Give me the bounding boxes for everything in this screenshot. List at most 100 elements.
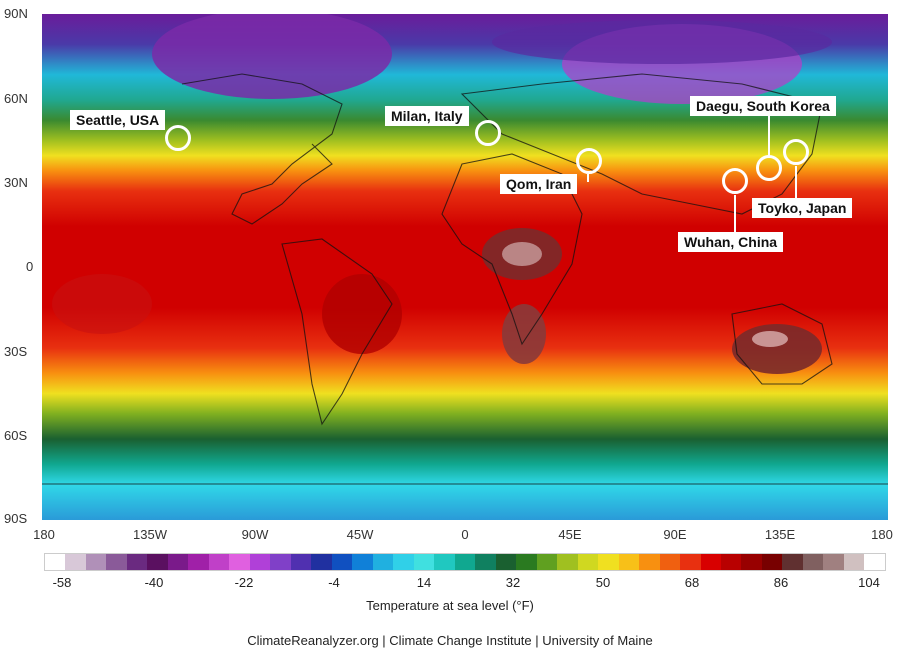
qom-label: Qom, Iran bbox=[500, 174, 578, 194]
wuhan-leader-line bbox=[734, 195, 736, 233]
milan-marker bbox=[475, 120, 501, 146]
colorbar-tick: -58 bbox=[52, 575, 72, 590]
colorbar-swatch bbox=[557, 554, 578, 570]
colorbar-swatch bbox=[372, 554, 394, 570]
north-america-outline bbox=[181, 73, 343, 225]
colorbar-swatch bbox=[864, 554, 885, 570]
australia-hot-region bbox=[732, 324, 822, 374]
lon-label-45w: 45W bbox=[346, 527, 374, 542]
africa-hottest-region bbox=[502, 242, 542, 266]
colorbar-swatch bbox=[331, 554, 353, 570]
colorbar-swatch bbox=[802, 554, 824, 570]
colorbar-swatch bbox=[188, 554, 209, 570]
colorbar-swatch bbox=[208, 554, 230, 570]
south-america-outline bbox=[281, 238, 393, 426]
tokyo-leader-line bbox=[795, 166, 797, 198]
colorbar-tick: 32 bbox=[505, 575, 521, 590]
daegu-label: Daegu, South Korea bbox=[690, 96, 836, 116]
colorbar-swatch bbox=[352, 554, 373, 570]
colorbar-swatch bbox=[577, 554, 599, 570]
colorbar-swatch bbox=[106, 554, 127, 570]
lat-label-30s: 30S bbox=[4, 344, 28, 359]
colorbar-swatch bbox=[249, 554, 271, 570]
colorbar-swatch bbox=[680, 554, 701, 570]
colorbar-swatch bbox=[147, 554, 168, 570]
lon-label-180w: 180 bbox=[33, 527, 55, 542]
south-america-hot-region bbox=[322, 274, 402, 354]
wuhan-marker bbox=[722, 168, 748, 194]
colorbar-swatch bbox=[85, 554, 107, 570]
lon-label-0: 0 bbox=[461, 527, 469, 542]
colorbar-swatch bbox=[659, 554, 681, 570]
colorbar-swatch bbox=[761, 554, 783, 570]
colorbar-tick: -4 bbox=[328, 575, 340, 590]
colorbar-swatch bbox=[270, 554, 291, 570]
wuhan-label: Wuhan, China bbox=[678, 232, 784, 252]
qom-leader-line bbox=[587, 174, 589, 182]
lon-label-135e: 135E bbox=[764, 527, 796, 542]
colorbar-swatch bbox=[167, 554, 189, 570]
daegu-marker bbox=[756, 155, 782, 181]
southern-africa-hot-region bbox=[502, 304, 546, 364]
australia-hottest-region bbox=[752, 331, 788, 347]
colorbar-swatch bbox=[495, 554, 517, 570]
seattle-marker bbox=[165, 125, 191, 151]
colorbar-tick: 50 bbox=[595, 575, 611, 590]
colorbar-swatch bbox=[720, 554, 742, 570]
colorbar-swatch bbox=[741, 554, 762, 570]
tokyo-label: Toyko, Japan bbox=[752, 198, 853, 218]
colorbar-title: Temperature at sea level (°F) bbox=[366, 598, 534, 613]
colorbar-swatch bbox=[598, 554, 619, 570]
colorbar-swatch bbox=[65, 554, 86, 570]
lat-label-60n: 60N bbox=[4, 91, 28, 106]
australia-outline bbox=[731, 303, 833, 385]
colorbar-swatch bbox=[639, 554, 660, 570]
coastlines bbox=[42, 73, 888, 485]
colorbar-swatch bbox=[290, 554, 312, 570]
seattle-label: Seattle, USA bbox=[70, 110, 166, 130]
pacific-warm-region bbox=[52, 274, 152, 334]
lon-label-135w: 135W bbox=[133, 527, 167, 542]
colorbar-tick: 14 bbox=[416, 575, 432, 590]
africa-outline bbox=[441, 153, 583, 346]
colorbar-swatch bbox=[311, 554, 332, 570]
colorbar-swatch bbox=[700, 554, 721, 570]
colorbar-swatch bbox=[454, 554, 476, 570]
colorbar-swatch bbox=[45, 554, 66, 570]
colorbar-swatch bbox=[413, 554, 435, 570]
lat-label-60s: 60S bbox=[4, 428, 28, 443]
colorbar-swatch bbox=[782, 554, 803, 570]
colorbar-swatch bbox=[516, 554, 537, 570]
canada-cold-region bbox=[152, 14, 392, 99]
colorbar-swatch bbox=[536, 554, 558, 570]
lon-label-90w: 90W bbox=[241, 527, 269, 542]
temperature-colorbar bbox=[44, 553, 886, 571]
lat-label-90s: 90S bbox=[4, 511, 28, 526]
colorbar-tick: 104 bbox=[858, 575, 880, 590]
colorbar-tick: 86 bbox=[773, 575, 789, 590]
milan-label: Milan, Italy bbox=[385, 106, 469, 126]
colorbar-swatch bbox=[475, 554, 496, 570]
lat-label-0: 0 bbox=[26, 259, 34, 274]
colorbar-swatch bbox=[843, 554, 865, 570]
lon-label-180e: 180 bbox=[871, 527, 893, 542]
lat-label-30n: 30N bbox=[4, 175, 28, 190]
colorbar-swatch bbox=[126, 554, 148, 570]
map-canvas bbox=[42, 14, 888, 520]
colorbar-swatch bbox=[229, 554, 250, 570]
colorbar-swatch bbox=[823, 554, 844, 570]
lat-label-90n: 90N bbox=[4, 6, 28, 21]
daegu-leader-line bbox=[768, 115, 770, 157]
colorbar-swatch bbox=[618, 554, 640, 570]
qom-marker bbox=[576, 148, 602, 174]
credit-line: ClimateReanalyzer.org | Climate Change I… bbox=[247, 633, 653, 648]
tokyo-marker bbox=[783, 139, 809, 165]
temperature-map bbox=[42, 14, 888, 520]
colorbar-swatch bbox=[434, 554, 455, 570]
colorbar-tick: -40 bbox=[144, 575, 164, 590]
lon-label-90e: 90E bbox=[663, 527, 687, 542]
colorbar-tick: -22 bbox=[234, 575, 254, 590]
lon-label-45e: 45E bbox=[558, 527, 582, 542]
colorbar-swatch bbox=[393, 554, 414, 570]
arctic-cold-region bbox=[492, 20, 832, 64]
